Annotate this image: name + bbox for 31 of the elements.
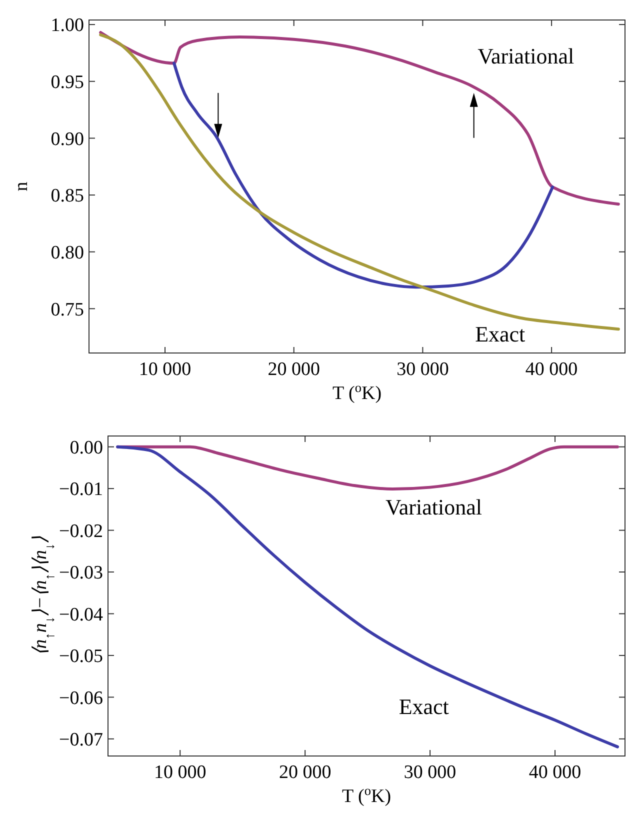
y-tick-label: 0.00	[70, 437, 103, 458]
y-tick-label: −0.02	[59, 520, 103, 542]
x-axis-title: T ($^{o}$K)	[342, 782, 392, 807]
line-series	[116, 445, 619, 748]
series-label: Variational	[478, 44, 574, 69]
y-tick-label: −0.07	[59, 730, 103, 751]
line-series	[99, 31, 620, 206]
y-tick-label: 0.75	[50, 299, 84, 320]
x-tick-label: 10 000	[138, 359, 192, 380]
y-tick-label: 0.90	[50, 128, 84, 150]
x-tick-label: 40 000	[528, 762, 582, 783]
y-tick-label: −0.05	[59, 646, 103, 668]
x-tick-label: 30 000	[404, 762, 456, 783]
y-tick-label: −0.06	[59, 688, 103, 709]
y-tick-label: 0.85	[50, 186, 84, 207]
y-axis-title: n	[11, 181, 32, 192]
x-tick-label: 40 000	[525, 359, 578, 380]
series-label: Exact	[398, 694, 449, 719]
x-tick-label: 10 000	[154, 762, 206, 783]
x-tick-label: 20 000	[278, 762, 332, 783]
x-tick-label: 20 000	[268, 359, 320, 380]
series-label: Exact	[475, 322, 526, 347]
y-tick-label: −0.03	[59, 562, 103, 584]
y-tick-label: 0.95	[50, 72, 84, 94]
series-label: Variational	[385, 494, 482, 520]
x-tick-label: 30 000	[396, 359, 449, 380]
y-tick-label: −0.01	[59, 479, 103, 500]
x-axis-title: T ($^{o}$K)	[332, 380, 382, 404]
y-tick-label: −0.04	[59, 604, 104, 626]
y-tick-label: 0.80	[50, 242, 84, 264]
y-tick-label: 1.00	[50, 15, 84, 36]
